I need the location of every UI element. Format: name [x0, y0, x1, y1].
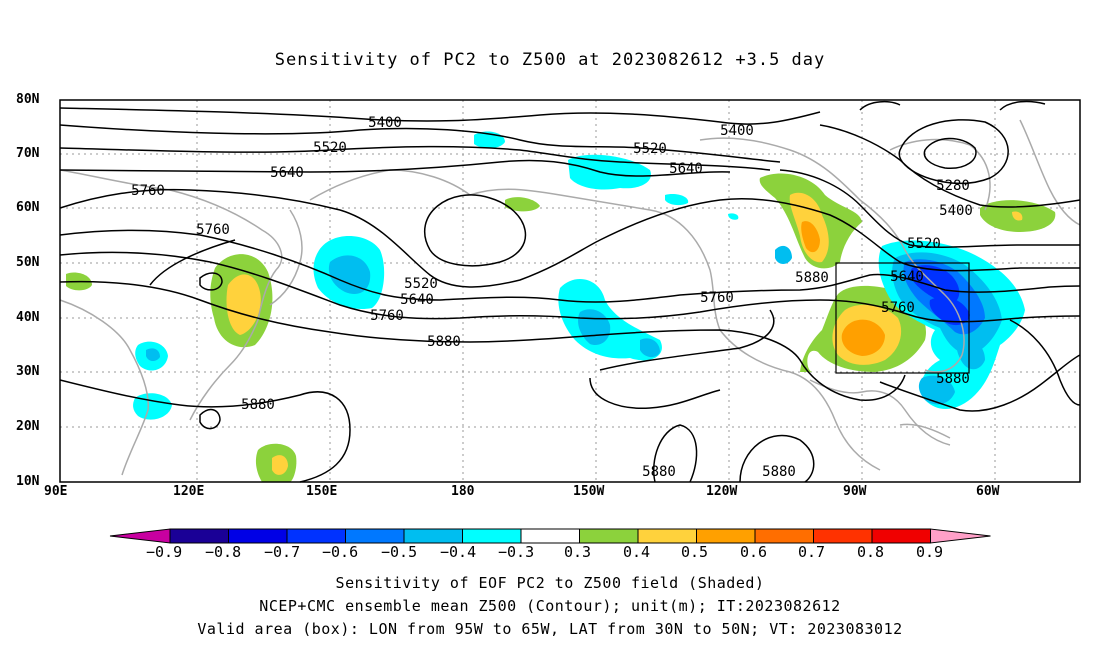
lat-label-40n: 40N [16, 310, 40, 325]
colorbar-label: 0.3 [564, 543, 592, 561]
colorbar-label: −0.3 [498, 543, 535, 561]
lat-label-80n: 80N [16, 92, 40, 107]
contour-label: 5400 [368, 115, 402, 131]
lon-label-120e: 120E [173, 484, 205, 499]
contour-label: 5880 [241, 397, 275, 413]
contour-label: 5880 [762, 464, 796, 480]
lon-label-150w: 150W [573, 484, 605, 499]
colorbar-swatch [345, 528, 405, 544]
caption-line-3: Valid area (box): LON from 95W to 65W, L… [197, 620, 903, 638]
contour-label: 5520 [633, 141, 667, 157]
colorbar-label: −0.8 [205, 543, 242, 561]
colorbar-low-arrow [109, 528, 171, 544]
colorbar-swatch [462, 528, 522, 544]
lat-label-70n: 70N [16, 146, 40, 161]
z500-contours [59, 100, 1081, 483]
contour-labels: 5400 5400 5520 5520 5640 5640 5760 5760 … [131, 115, 973, 480]
colorbar-swatch [871, 528, 931, 544]
colorbar-swatch [403, 528, 463, 544]
contour-label: 5760 [131, 183, 165, 199]
colorbar-swatch [813, 528, 873, 544]
colorbar-label: −0.9 [146, 543, 183, 561]
contour-label: 5520 [907, 236, 941, 252]
lat-label-10n: 10N [16, 474, 40, 489]
lon-label-90w: 90W [843, 484, 867, 499]
lon-label-150e: 150E [306, 484, 338, 499]
colorbar [109, 528, 991, 544]
caption-line-2: NCEP+CMC ensemble mean Z500 (Contour); u… [259, 597, 841, 615]
contour-label: 5400 [939, 203, 973, 219]
colorbar-label: 0.7 [798, 543, 826, 561]
contour-label: 5640 [669, 161, 703, 177]
colorbar-swatch [169, 528, 229, 544]
contour-label: 5880 [642, 464, 676, 480]
contour-label: 5760 [370, 308, 404, 324]
lon-label-180: 180 [451, 484, 475, 499]
colorbar-swatch [579, 528, 639, 544]
colorbar-label: 0.9 [916, 543, 944, 561]
contour-label: 5880 [936, 371, 970, 387]
colorbar-swatch [754, 528, 814, 544]
lat-label-60n: 60N [16, 200, 40, 215]
contour-label: 5880 [795, 270, 829, 286]
lat-label-30n: 30N [16, 364, 40, 379]
lon-label-120w: 120W [706, 484, 738, 499]
contour-label: 5520 [313, 140, 347, 156]
lon-label-90e: 90E [44, 484, 68, 499]
sensitivity-shading [66, 131, 1056, 482]
contour-label: 5520 [404, 276, 438, 292]
contour-label: 5760 [881, 300, 915, 316]
colorbar-label: 0.4 [623, 543, 651, 561]
colorbar-high-arrow [930, 528, 991, 544]
valid-area-box [835, 262, 970, 374]
colorbar-label: −0.5 [381, 543, 418, 561]
map-title: Sensitivity of PC2 to Z500 at 2023082612… [274, 50, 826, 70]
colorbar-swatch [520, 528, 580, 544]
lat-label-20n: 20N [16, 419, 40, 434]
contour-label: 5760 [196, 222, 230, 238]
contour-label: 5640 [400, 292, 434, 308]
colorbar-swatch [286, 528, 346, 544]
lon-label-60w: 60W [976, 484, 1000, 499]
contour-label: 5880 [427, 334, 461, 350]
contour-label: 5280 [936, 178, 970, 194]
contour-label: 5640 [890, 269, 924, 285]
caption-line-1: Sensitivity of EOF PC2 to Z500 field (Sh… [335, 574, 765, 592]
colorbar-label: 0.5 [681, 543, 709, 561]
colorbar-label: 0.8 [857, 543, 885, 561]
contour-label: 5640 [270, 165, 304, 181]
lat-label-50n: 50N [16, 255, 40, 270]
colorbar-label: −0.6 [322, 543, 359, 561]
colorbar-label: −0.7 [264, 543, 301, 561]
map-frame [59, 99, 1081, 483]
colorbar-swatch [637, 528, 697, 544]
colorbar-label: −0.4 [440, 543, 477, 561]
contour-label: 5760 [700, 290, 734, 306]
colorbar-swatch [228, 528, 288, 544]
colorbar-label: 0.6 [740, 543, 768, 561]
contour-label: 5400 [720, 123, 754, 139]
colorbar-swatch [696, 528, 756, 544]
